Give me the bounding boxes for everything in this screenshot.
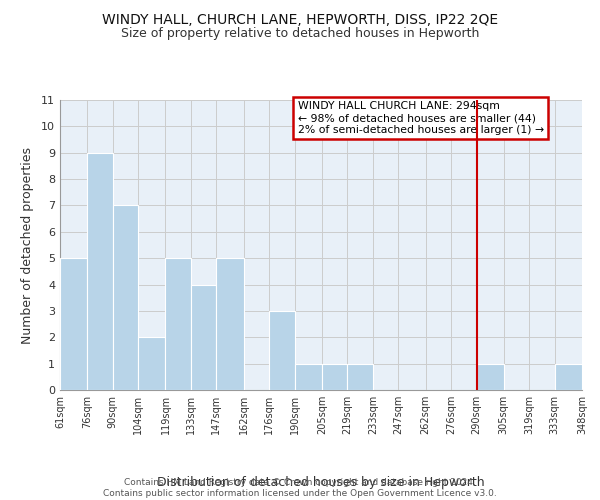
- Text: WINDY HALL, CHURCH LANE, HEPWORTH, DISS, IP22 2QE: WINDY HALL, CHURCH LANE, HEPWORTH, DISS,…: [102, 12, 498, 26]
- Y-axis label: Number of detached properties: Number of detached properties: [21, 146, 34, 344]
- Bar: [191, 284, 217, 390]
- Bar: [295, 364, 322, 390]
- Bar: [269, 311, 295, 390]
- Bar: [113, 206, 138, 390]
- X-axis label: Distribution of detached houses by size in Hepworth: Distribution of detached houses by size …: [157, 476, 485, 489]
- Text: WINDY HALL CHURCH LANE: 294sqm
← 98% of detached houses are smaller (44)
2% of s: WINDY HALL CHURCH LANE: 294sqm ← 98% of …: [298, 102, 544, 134]
- Bar: [87, 152, 113, 390]
- Bar: [166, 258, 191, 390]
- Bar: [322, 364, 347, 390]
- Text: Contains HM Land Registry data © Crown copyright and database right 2024.
Contai: Contains HM Land Registry data © Crown c…: [103, 478, 497, 498]
- Bar: [217, 258, 244, 390]
- Bar: [476, 364, 504, 390]
- Text: Size of property relative to detached houses in Hepworth: Size of property relative to detached ho…: [121, 28, 479, 40]
- Bar: [555, 364, 582, 390]
- Bar: [138, 338, 166, 390]
- Bar: [60, 258, 87, 390]
- Bar: [347, 364, 373, 390]
